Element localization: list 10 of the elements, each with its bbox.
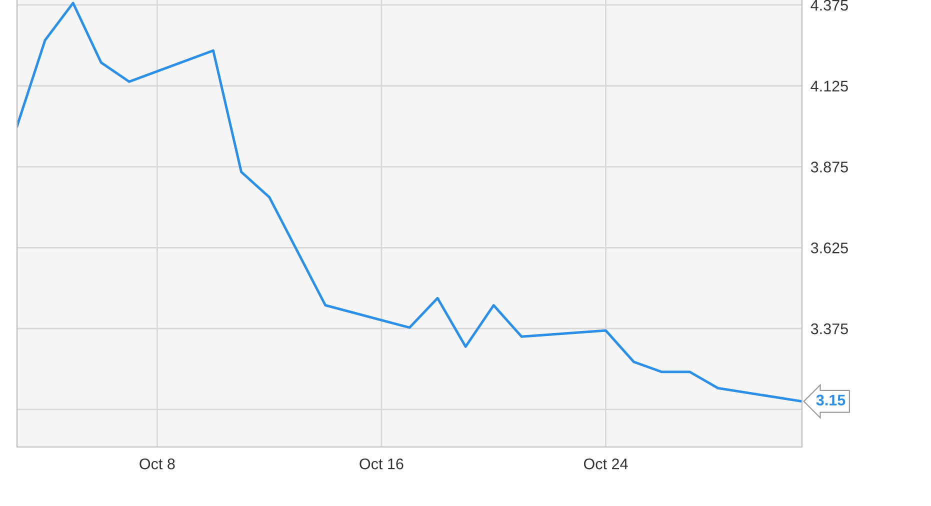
y-tick-label: 4.125 (810, 80, 848, 92)
line-series (17, 2, 802, 403)
y-tick-label: 3.625 (810, 242, 848, 254)
y-tick-label: 4.375 (810, 0, 848, 11)
x-tick-label: Oct 24 (584, 458, 628, 470)
x-tick-label: Oct 8 (140, 458, 175, 470)
data-label: 3.15 (816, 394, 846, 406)
x-tick-label: Oct 16 (360, 458, 404, 470)
y-tick-label: 3.375 (810, 323, 848, 334)
y-tick-label: 3.875 (810, 162, 848, 172)
